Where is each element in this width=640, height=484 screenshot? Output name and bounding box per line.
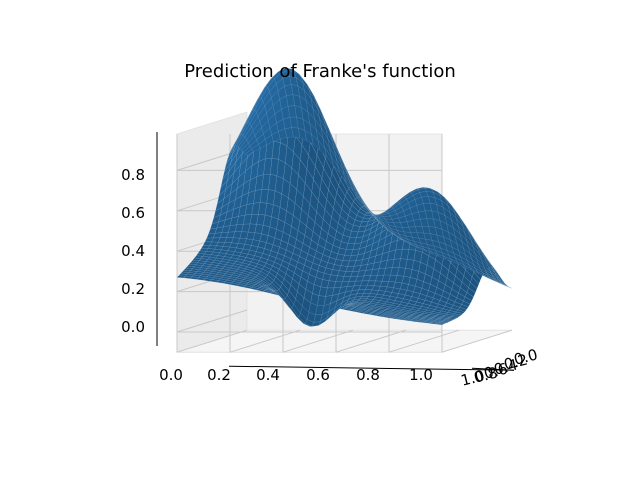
chart-title: Prediction of Franke's function <box>184 61 456 82</box>
y-tick-label: 0.4 <box>492 356 520 379</box>
x-tick-label: 0.8 <box>356 366 380 384</box>
grid-line-x-floor <box>335 329 407 353</box>
x-axis-line <box>228 365 515 371</box>
axis-lines <box>156 132 515 371</box>
grid-line-x-floor <box>176 329 248 353</box>
z-tick-label: 0.4 <box>121 242 145 260</box>
x-tick-label: 1.0 <box>409 366 433 384</box>
grid-line-x-floor <box>282 329 354 353</box>
y-tick-label: 0.2 <box>502 351 530 374</box>
surface <box>176 68 513 327</box>
x-tick-label: 0.6 <box>306 366 330 384</box>
grid-line-x-floor <box>388 329 460 353</box>
z-tick-label: 0.6 <box>121 204 145 222</box>
surface-patch <box>500 281 509 287</box>
z-tick-label: 0.0 <box>121 318 145 336</box>
y-tick-label: 1.0 <box>459 367 487 390</box>
grid-line-x-floor <box>441 329 513 353</box>
x-tick-label: 0.4 <box>256 366 280 384</box>
grid-line-x-floor <box>229 329 301 353</box>
surface-patch <box>503 284 513 289</box>
y-tick-label: 0.8 <box>472 364 500 387</box>
y-tick-label: 0.0 <box>512 346 540 369</box>
grid-line-z-left <box>176 309 248 333</box>
z-tick-label: 0.8 <box>121 166 145 184</box>
tick-labels: 0.0 0.2 0.4 0.6 0.8 1.00.00.20.40.60.80.00.20… <box>121 166 539 390</box>
x-tick-label: 0.0 <box>159 366 183 384</box>
z-tick-label: 0.2 <box>121 280 145 298</box>
y-tick-label: 0.6 <box>482 360 510 383</box>
y-axis-line <box>471 367 515 371</box>
x-tick-label: 0.2 <box>207 366 231 384</box>
